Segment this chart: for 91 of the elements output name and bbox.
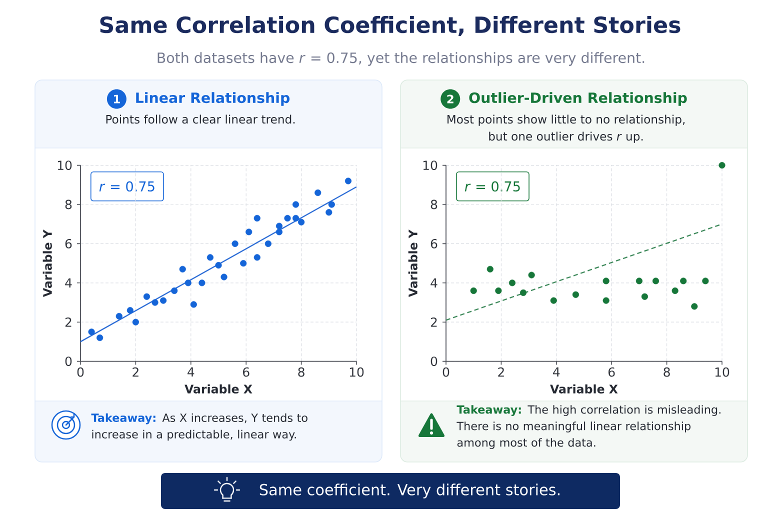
point	[314, 189, 322, 196]
point	[152, 299, 158, 306]
point	[143, 293, 150, 300]
point	[691, 303, 698, 310]
point	[126, 307, 134, 314]
text: Both datasets have r = 0.75, yet the relationships are very different.	[158, 52, 644, 66]
x-tick-label: 10	[350, 367, 364, 377]
y-tick-label: 6	[430, 238, 438, 248]
point	[298, 218, 305, 226]
x-axis-title: Variable X	[550, 384, 618, 394]
point	[652, 278, 660, 284]
point	[264, 240, 272, 247]
annotation: r = 0.75	[464, 181, 520, 192]
text: 2	[447, 94, 454, 104]
chart-title: Outlier-Driven Relationship	[469, 92, 687, 106]
point	[232, 240, 238, 247]
chart-subtitle: Points follow a clear linear trend.	[106, 114, 295, 124]
point	[198, 280, 206, 286]
point	[116, 312, 122, 320]
point	[602, 297, 610, 304]
y-axis-title: Variable Y	[42, 229, 52, 297]
x-tick-label: 2	[132, 367, 138, 377]
point	[132, 318, 139, 326]
y-tick-label: 8	[65, 200, 72, 210]
text: Takeaway: The high correlation is misleading. There is no meaningful linear relationship among most of the data.	[456, 405, 720, 449]
point	[96, 334, 104, 342]
point	[160, 297, 167, 304]
chart-title: Linear Relationship	[136, 92, 290, 106]
point	[276, 228, 283, 236]
text: Takeaway: As X increases, Y tends to increase in a predictable, linear way.	[91, 413, 308, 441]
point	[206, 254, 214, 261]
x-axis-title: Variable X	[184, 384, 252, 394]
point	[184, 280, 192, 286]
y-tick-label: 2	[65, 317, 72, 327]
x-tick-label: 2	[498, 367, 504, 377]
point	[179, 266, 186, 272]
point	[344, 178, 352, 184]
point	[190, 301, 197, 308]
x-tick-label: 4	[188, 367, 194, 376]
point	[520, 289, 527, 296]
point	[636, 278, 642, 284]
point	[292, 201, 300, 208]
point	[680, 278, 687, 284]
y-tick-label: 8	[430, 200, 438, 210]
point	[292, 214, 300, 222]
x-tick-label: 6	[608, 367, 615, 377]
point	[486, 266, 494, 272]
point	[550, 297, 557, 304]
point	[240, 260, 247, 267]
point	[495, 287, 502, 294]
point	[702, 278, 709, 284]
point	[326, 209, 332, 216]
point	[572, 291, 580, 298]
point	[88, 328, 95, 336]
point	[718, 162, 726, 169]
y-tick-label: 2	[430, 317, 437, 327]
point	[284, 214, 291, 222]
chart-subtitle: Most points show little to no relationship, but one outlier drives r up.	[448, 114, 685, 143]
point	[508, 280, 516, 286]
y-tick-label: 0	[430, 356, 438, 366]
text: Same coefficient. Very different stories.	[260, 484, 560, 498]
point	[254, 214, 260, 222]
y-tick-label: 0	[65, 356, 72, 366]
annotation: r = 0.75	[99, 181, 154, 192]
point	[246, 228, 252, 236]
point	[171, 287, 178, 294]
x-tick-label: 8	[664, 367, 670, 377]
x-tick-label: 6	[243, 367, 250, 377]
text: 1	[114, 94, 120, 104]
y-tick-label: 6	[65, 238, 72, 248]
point	[215, 262, 222, 269]
point	[470, 287, 477, 294]
y-tick-label: 10	[58, 160, 72, 170]
point	[254, 254, 260, 261]
point	[602, 278, 610, 284]
x-tick-label: 0	[77, 367, 84, 377]
point	[276, 222, 283, 230]
x-tick-label: 8	[298, 367, 304, 377]
y-axis-title: Variable Y	[408, 229, 418, 297]
point	[672, 287, 678, 294]
point	[328, 201, 335, 208]
text: Same Correlation Coefficient, Different Stories	[100, 16, 680, 36]
x-tick-label: 10	[715, 367, 730, 377]
point	[528, 272, 535, 278]
point	[641, 293, 648, 300]
y-tick-label: 4	[65, 278, 72, 288]
point	[220, 274, 228, 280]
x-tick-label: 0	[442, 367, 450, 377]
x-tick-label: 4	[553, 367, 560, 376]
y-tick-label: 10	[423, 160, 438, 170]
y-tick-label: 4	[430, 278, 438, 288]
